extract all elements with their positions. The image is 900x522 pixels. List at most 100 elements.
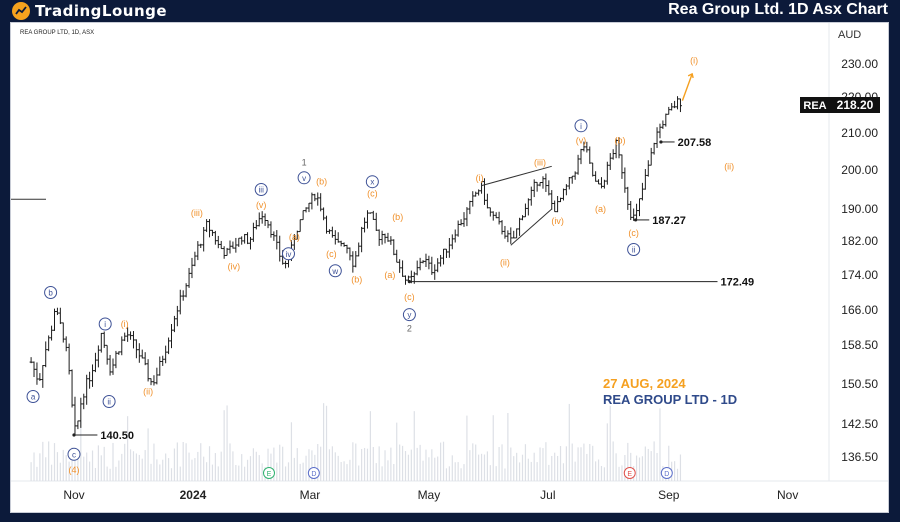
volume-bar bbox=[621, 465, 623, 481]
brand-mark-icon bbox=[12, 2, 30, 20]
price-chart[interactable]: REA GROUP LTD, 1D, ASX AUD 140.50172.491… bbox=[10, 22, 889, 513]
volume-bar bbox=[419, 444, 421, 481]
brand-name: TradingLounge bbox=[35, 2, 168, 20]
wave-label-circle bbox=[26, 390, 40, 403]
volume-bar bbox=[320, 446, 322, 481]
volume-bar bbox=[381, 466, 383, 481]
volume-bar bbox=[106, 466, 108, 481]
volume-bar bbox=[366, 448, 369, 481]
wave-label: (4) bbox=[69, 465, 80, 475]
volume-bar bbox=[413, 411, 415, 481]
volume-bar bbox=[144, 450, 146, 481]
wave-label: (v) bbox=[256, 200, 267, 210]
wave-label: (c) bbox=[367, 188, 378, 198]
level-dot bbox=[634, 218, 638, 222]
volume-bar bbox=[545, 442, 547, 481]
volume-bar bbox=[197, 451, 199, 481]
volume-bar bbox=[325, 405, 328, 481]
volume-bar bbox=[167, 458, 170, 481]
y-tick-label: 150.50 bbox=[841, 377, 878, 391]
name-note: REA GROUP LTD - 1D bbox=[603, 392, 737, 407]
wave-label: (iv) bbox=[551, 216, 564, 226]
volume-bar bbox=[94, 467, 97, 481]
wave-label: (iii) bbox=[534, 158, 546, 168]
last-price-value: 218.20 bbox=[837, 98, 874, 112]
wave-label: (ii) bbox=[500, 257, 510, 267]
volume-bar bbox=[173, 448, 176, 481]
x-tick-label: Jul bbox=[540, 488, 555, 502]
volume-bar bbox=[165, 453, 167, 481]
volume-bar bbox=[659, 408, 661, 481]
event-marker[interactable] bbox=[307, 467, 320, 479]
volume-bar bbox=[369, 411, 371, 481]
wave-label-circle bbox=[328, 264, 342, 278]
event-marker[interactable] bbox=[263, 467, 275, 479]
volume-bar bbox=[404, 451, 407, 481]
wave-label: 2 bbox=[407, 324, 412, 334]
y-tick-label: 210.00 bbox=[841, 126, 878, 140]
volume-bar bbox=[630, 452, 632, 481]
volume-bar bbox=[267, 448, 269, 481]
y-tick-label: 136.50 bbox=[841, 450, 878, 464]
volume-bar bbox=[100, 455, 102, 481]
volume-bar bbox=[305, 455, 307, 481]
volume-bar bbox=[679, 454, 682, 481]
wave-label: (b) bbox=[392, 212, 403, 222]
volume-bar bbox=[641, 456, 644, 481]
volume-bar bbox=[638, 457, 641, 481]
volume-bar bbox=[185, 443, 187, 481]
x-tick-label: Sep bbox=[658, 488, 680, 502]
date-note: 27 AUG, 2024 bbox=[603, 376, 686, 391]
time-axis: Nov 2024 Mar May Jul Sep Nov bbox=[63, 488, 798, 502]
wave-label: (a) bbox=[384, 270, 395, 280]
volume-bar bbox=[653, 441, 655, 481]
volume-bar bbox=[194, 458, 196, 481]
volume-bar bbox=[232, 451, 234, 481]
volume-bar bbox=[252, 448, 254, 481]
volume-bar bbox=[551, 455, 553, 481]
event-marker[interactable] bbox=[623, 467, 636, 479]
volume-bar bbox=[457, 462, 459, 481]
volume-bar bbox=[504, 468, 506, 481]
chart-title: Rea Group Ltd. 1D Asx Chart bbox=[668, 1, 888, 18]
volume-bar bbox=[48, 441, 50, 481]
channel-lines bbox=[481, 72, 694, 246]
wave-label: a bbox=[31, 393, 36, 402]
brand-logo[interactable]: TradingLounge bbox=[12, 1, 167, 21]
volume-bar bbox=[495, 466, 497, 481]
x-tick-label: Mar bbox=[300, 488, 321, 502]
volume-bar bbox=[220, 451, 222, 481]
volume-bar bbox=[235, 464, 237, 481]
event-marker-label: E bbox=[627, 471, 632, 478]
volume-bar bbox=[469, 450, 471, 481]
wave-label: x bbox=[370, 178, 374, 187]
volume-bar bbox=[597, 459, 600, 481]
event-marker[interactable] bbox=[660, 467, 673, 479]
wave-label: (i) bbox=[476, 173, 484, 183]
volume-bar bbox=[586, 453, 588, 481]
wave-label: v bbox=[302, 174, 306, 183]
volume-bar bbox=[554, 452, 556, 481]
volume-bar bbox=[276, 462, 278, 481]
volume-bar bbox=[615, 453, 617, 481]
volume-bar bbox=[589, 443, 591, 481]
wave-label: (ii) bbox=[724, 161, 734, 171]
wave-label: (i) bbox=[690, 56, 698, 66]
volume-bar bbox=[355, 443, 357, 481]
volume-bar bbox=[393, 463, 395, 481]
volume-bar bbox=[188, 452, 190, 481]
volume-bar bbox=[501, 444, 503, 481]
level-dot bbox=[659, 140, 663, 144]
volume-bar bbox=[150, 463, 152, 481]
y-tick-label: 142.50 bbox=[841, 417, 878, 431]
volume-bar bbox=[217, 466, 219, 481]
volume-bar bbox=[203, 456, 205, 481]
volume-bar bbox=[30, 462, 32, 481]
wave-label: (c) bbox=[628, 228, 639, 238]
wave-label-circle bbox=[574, 119, 588, 133]
volume-bar bbox=[39, 453, 41, 481]
volume-bar bbox=[223, 410, 225, 481]
volume-bar bbox=[466, 415, 468, 481]
volume-bar bbox=[448, 466, 450, 481]
